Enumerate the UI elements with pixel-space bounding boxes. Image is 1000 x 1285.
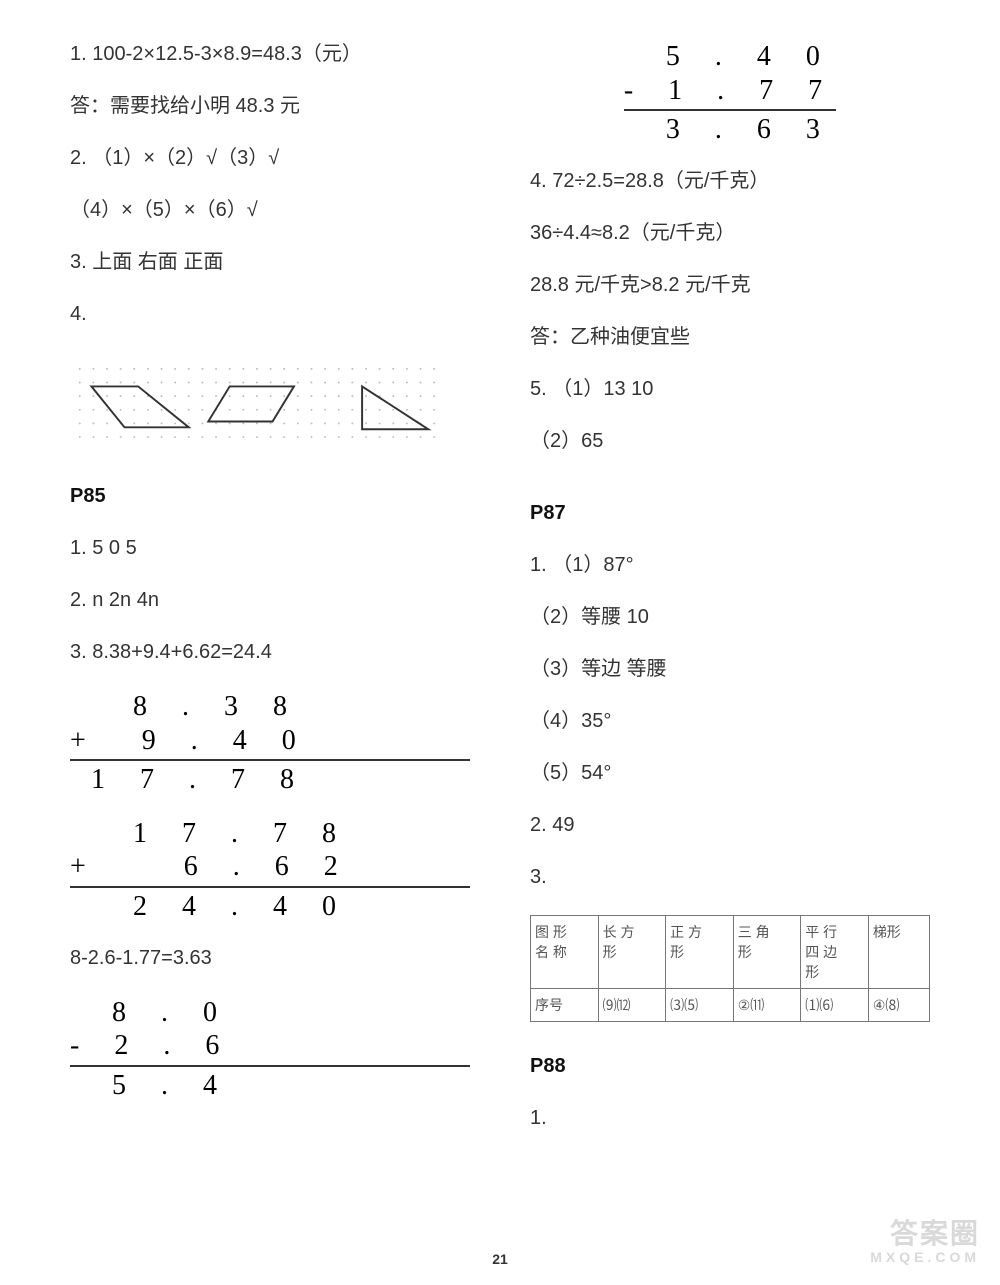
p87-3: 3.	[530, 863, 930, 891]
right-column: 5 . 4 0 - 1 . 7 7 3 . 6 3 4. 72÷2.5=28.8…	[530, 40, 930, 1156]
table-header-cell: 图 形名 称	[531, 915, 599, 988]
table-cell: ④⑻	[868, 988, 929, 1021]
calc-b-r3: 2 4 . 4 0	[70, 886, 470, 924]
p87-2: 2. 49	[530, 811, 930, 839]
q2b: （4）×（5）×（6）√	[70, 196, 470, 224]
p87-1e: （5）54°	[530, 759, 930, 787]
calc-b-r1: 1 7 . 7 8	[70, 817, 470, 851]
p85-heading: P85	[70, 482, 470, 510]
left-column: 1. 100-2×12.5-3×8.9=48.3（元） 答：需要找给小明 48.…	[70, 40, 470, 1156]
table-header-cell: 三 角形	[733, 915, 801, 988]
q3: 3. 上面 右面 正面	[70, 248, 470, 276]
table-cell: ⑼⑿	[598, 988, 666, 1021]
table-row-label: 序号	[531, 988, 599, 1021]
p85-1: 1. 5 0 5	[70, 534, 470, 562]
calc-c-r2: - 2 . 6	[70, 1029, 470, 1063]
page-container: 1. 100-2×12.5-3×8.9=48.3（元） 答：需要找给小明 48.…	[0, 0, 1000, 1176]
p87-1c: （3）等边 等腰	[530, 655, 930, 683]
p87-1b: （2）等腰 10	[530, 603, 930, 631]
table-cell: ⑴⑹	[801, 988, 869, 1021]
table-row: 序号⑼⑿⑶⑸②⑾⑴⑹④⑻	[531, 988, 930, 1021]
a1: 答：需要找给小明 48.3 元	[70, 92, 470, 120]
calc-d-r1: 5 . 4 0	[624, 40, 836, 74]
q4-label: 4.	[70, 300, 470, 328]
p87-1d: （4）35°	[530, 707, 930, 735]
calc-a-r1: 8 . 3 8	[70, 690, 470, 724]
r-q4c: 28.8 元/千克>8.2 元/千克	[530, 271, 930, 299]
calc-b: 1 7 . 7 8 + 6 . 6 2 2 4 . 4 0	[70, 817, 470, 924]
calc-d-r2: - 1 . 7 7	[624, 74, 836, 108]
shapes-diagram	[70, 352, 440, 452]
calc-a-r2: + 9 . 4 0	[70, 724, 470, 758]
q1: 1. 100-2×12.5-3×8.9=48.3（元）	[70, 40, 470, 68]
p85-3: 3. 8.38+9.4+6.62=24.4	[70, 638, 470, 666]
p87-1a: 1. （1）87°	[530, 551, 930, 579]
calc-d-r3: 3 . 6 3	[624, 109, 836, 147]
calc-a: 8 . 3 8 + 9 . 4 0 1 7 . 7 8	[70, 690, 470, 797]
expr2: 8-2.6-1.77=3.63	[70, 944, 470, 972]
r-q5b: （2）65	[530, 427, 930, 455]
r-q4b: 36÷4.4≈8.2（元/千克）	[530, 219, 930, 247]
table-cell: ⑶⑸	[666, 988, 734, 1021]
table-header-row: 图 形名 称长 方形正 方形三 角形平 行四 边形梯形	[531, 915, 930, 988]
p88-1: 1.	[530, 1104, 930, 1132]
table-header-cell: 梯形	[868, 915, 929, 988]
r-q5a: 5. （1）13 10	[530, 375, 930, 403]
calc-d: 5 . 4 0 - 1 . 7 7 3 . 6 3	[624, 40, 836, 147]
table-header-cell: 正 方形	[666, 915, 734, 988]
calc-a-r3: 1 7 . 7 8	[70, 759, 470, 797]
r-a4: 答：乙种油便宜些	[530, 323, 930, 351]
calc-c-r3: 5 . 4	[70, 1065, 470, 1103]
p85-2: 2. n 2n 4n	[70, 586, 470, 614]
shape-table: 图 形名 称长 方形正 方形三 角形平 行四 边形梯形 序号⑼⑿⑶⑸②⑾⑴⑹④⑻	[530, 915, 930, 1022]
calc-b-r2: + 6 . 6 2	[70, 850, 470, 884]
q2: 2. （1）×（2）√（3）√	[70, 144, 470, 172]
p88-heading: P88	[530, 1052, 930, 1080]
table-header-cell: 平 行四 边形	[801, 915, 869, 988]
calc-c: 8 . 0 - 2 . 6 5 . 4	[70, 996, 470, 1103]
watermark-main: 答案圈	[870, 1219, 980, 1250]
table-cell: ②⑾	[733, 988, 801, 1021]
calc-c-r1: 8 . 0	[70, 996, 470, 1030]
p87-heading: P87	[530, 499, 930, 527]
r-q4: 4. 72÷2.5=28.8（元/千克）	[530, 167, 930, 195]
page-number: 21	[0, 1251, 1000, 1267]
table-header-cell: 长 方形	[598, 915, 666, 988]
